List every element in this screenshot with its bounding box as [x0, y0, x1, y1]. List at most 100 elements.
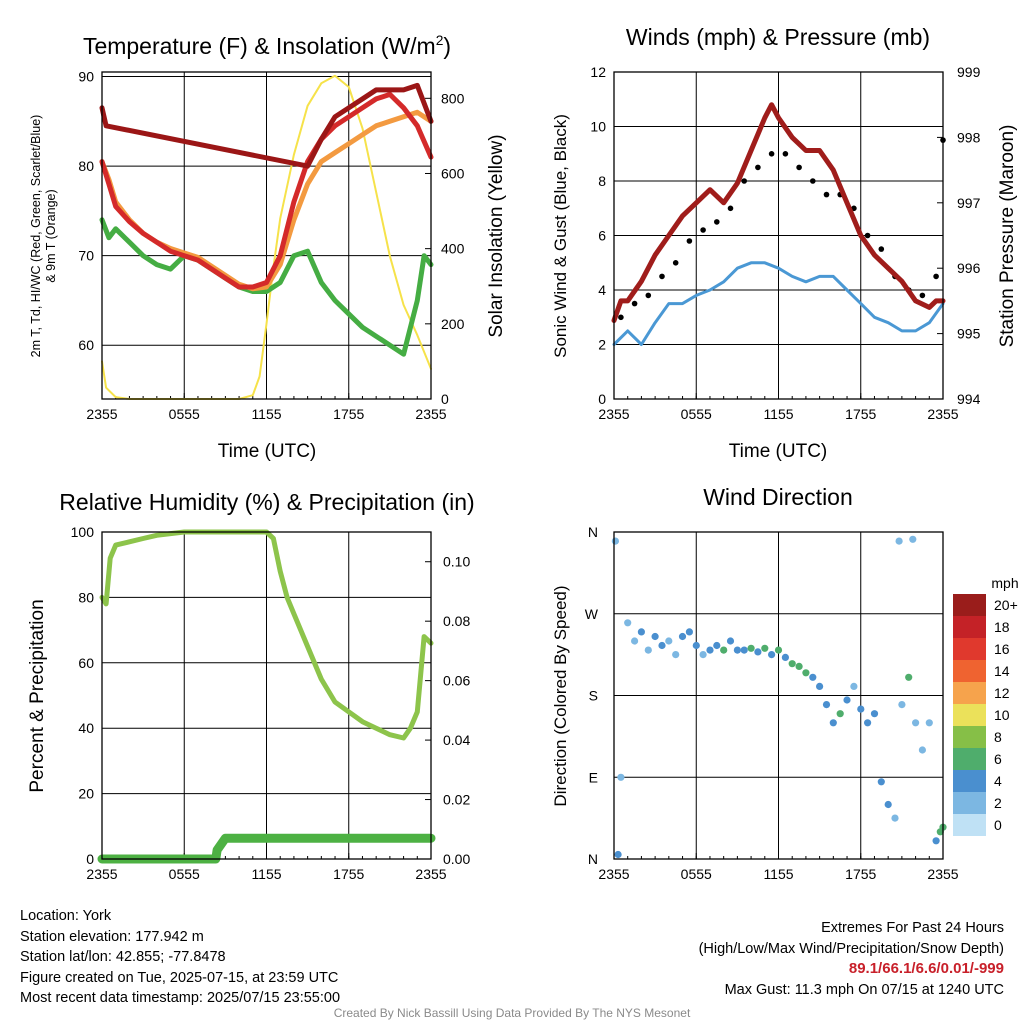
- direction-point: [726, 637, 735, 645]
- max-gust: Max Gust: 11.3 mph On 07/15 at 1240 UTC: [724, 981, 1004, 998]
- y-axis-title-right: Station Pressure (Maroon): [997, 125, 1018, 348]
- gust-point: [659, 273, 665, 280]
- y-tick-label-right: 998: [957, 129, 981, 145]
- legend-swatch: [953, 616, 986, 638]
- series-line-2m-t: [99, 91, 434, 290]
- direction-point: [665, 637, 673, 645]
- x-tick-label: 1755: [333, 406, 364, 422]
- y-tick-label-right: 200: [441, 316, 465, 332]
- extremes-subtitle: (High/Low/Max Wind/Precipitation/Snow De…: [698, 940, 1004, 957]
- direction-point: [850, 682, 858, 691]
- direction-point: [637, 628, 646, 636]
- direction-point: [651, 632, 659, 641]
- series-line-pressure: [611, 102, 946, 323]
- gust-point: [810, 178, 816, 184]
- y-tick-label-right: 0: [441, 391, 449, 407]
- direction-point: [713, 641, 721, 650]
- direction-point: [624, 619, 632, 627]
- direction-point: [843, 696, 851, 704]
- legend-swatch: [953, 594, 986, 616]
- x-tick-label: 1755: [845, 866, 876, 882]
- legend-label: 2: [994, 795, 1002, 811]
- y-tick-label-right: 800: [441, 90, 465, 106]
- x-tick-label: 2355: [415, 866, 446, 882]
- y-tick-label-right: 997: [957, 195, 981, 211]
- y-axis-title-right: Solar Insolation (Yellow): [486, 134, 507, 337]
- plot-border: [101, 531, 432, 860]
- gust-point: [631, 300, 638, 307]
- x-tick-label: 1755: [845, 406, 876, 422]
- direction-point: [895, 537, 903, 545]
- chart-title: Relative Humidity (%) & Precipitation (i…: [59, 489, 474, 515]
- x-tick-label: 0555: [681, 866, 712, 882]
- direction-point: [864, 719, 872, 727]
- station-location: Location: York: [20, 908, 112, 924]
- y-tick-label-right: 0.04: [443, 732, 470, 748]
- plot-border: [613, 71, 944, 400]
- speed-legend: mph 20+ 18 16 14 12 10 8 6 4 2 0: [953, 575, 1019, 836]
- y-tick-label-left: 80: [78, 589, 94, 605]
- x-tick-label: 0555: [169, 866, 200, 882]
- gust-point: [782, 151, 789, 157]
- y-tick-label-left: 12: [590, 64, 606, 80]
- y-tick-label-left: 0: [598, 391, 606, 407]
- y-tick-label-right: 994: [957, 391, 981, 407]
- direction-point: [912, 719, 920, 727]
- y-tick-label-left: 6: [598, 228, 606, 244]
- y-tick-label-left: N: [588, 851, 598, 867]
- recent-timestamp: Most recent data timestamp: 2025/07/15 2…: [20, 990, 341, 1006]
- y-tick-label-left: 20: [78, 786, 94, 802]
- y-tick-label-left: 60: [78, 655, 94, 671]
- x-tick-label: 1155: [251, 866, 281, 882]
- y-tick-label-right: 0.08: [443, 613, 470, 629]
- gust-point: [919, 292, 926, 299]
- x-tick-label: 2355: [598, 866, 629, 882]
- series-line-td: [99, 217, 434, 357]
- x-axis-title: Time (UTC): [729, 441, 828, 462]
- direction-point: [829, 719, 837, 727]
- legend-label: 18: [994, 619, 1010, 635]
- direction-point: [822, 701, 831, 709]
- plot-border: [101, 71, 432, 400]
- y-tick-label-right: 0.06: [443, 673, 470, 689]
- y-tick-label-left: 2: [598, 337, 606, 353]
- y-tick-label-left: 70: [78, 248, 94, 264]
- y-tick-label-right: 400: [441, 241, 465, 257]
- legend-swatch: [953, 682, 986, 704]
- direction-point: [699, 651, 707, 659]
- y-tick-label-left: S: [589, 688, 598, 704]
- y-axis-title-left-2: & 9m T (Orange): [44, 189, 58, 282]
- direction-point: [617, 773, 625, 781]
- gust-point: [741, 178, 747, 184]
- y-tick-label-left: E: [589, 769, 598, 785]
- y-tick-label-right: 999: [957, 64, 981, 80]
- gust-point: [618, 314, 624, 321]
- direction-point: [781, 653, 790, 662]
- y-tick-label-right: 0.10: [443, 554, 470, 570]
- credit-line: Created By Nick Bassill Using Data Provi…: [333, 1006, 691, 1020]
- gust-point: [686, 238, 693, 244]
- direction-point: [614, 850, 622, 859]
- legend-label: 12: [994, 685, 1010, 701]
- y-axis-title-left: 2m T, Td, HI/WC (Red, Green, Scarlet/Blu…: [29, 115, 43, 358]
- legend-swatch: [953, 814, 986, 836]
- y-tick-label-right: 996: [957, 260, 981, 276]
- x-tick-label: 0555: [169, 406, 200, 422]
- chart-panel-3: 2355 0555 1155 1755 23550204060801000.000.02…: [27, 489, 475, 882]
- direction-point: [761, 644, 769, 652]
- legend-swatch: [953, 704, 986, 726]
- series-line-wind: [612, 261, 945, 346]
- direction-point: [692, 641, 700, 650]
- legend-label: 14: [994, 663, 1010, 679]
- gust-point: [796, 164, 802, 171]
- x-tick-label: 0555: [681, 406, 712, 422]
- y-tick-label-left: 10: [590, 119, 606, 135]
- y-tick-label-left: 4: [598, 282, 606, 298]
- legend-label: 20+: [994, 597, 1018, 613]
- extremes-title: Extremes For Past 24 Hours: [821, 920, 1004, 936]
- direction-point: [891, 814, 899, 822]
- legend-label: 8: [994, 729, 1002, 745]
- chart-panel-1: 2355 0555 1155 1755 2355 60 70 80 90 0 200 400 600 80…: [29, 33, 507, 462]
